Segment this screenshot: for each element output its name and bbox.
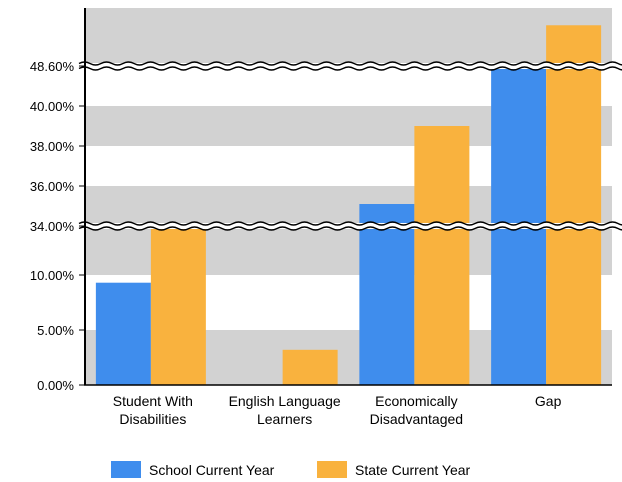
x-category-label: Student With Disabilities [113,393,193,427]
axis-break-gap [79,223,616,229]
y-tick-label: 34.00% [30,219,75,234]
bar-school-0 [95,282,151,385]
y-tick-label: 40.00% [30,99,75,114]
x-category-label: English Language Learners [229,393,341,427]
y-tick-label: 48.60% [30,59,75,74]
axis-breaks [78,61,622,231]
y-axis-ticks: 0.00% 5.00% 10.00% 34.00% 36.00% 38.00% 40.00%… [30,59,85,393]
bar-state-1 [282,349,338,385]
bar-school-2 [359,204,415,385]
x-category-label: Economically Disadvantaged [370,393,463,427]
legend: School Current Year State Current Year [111,461,471,478]
axis-break-line [78,226,622,231]
legend-label-state: State Current Year [355,462,471,478]
bar-state-3 [546,25,602,385]
y-tick-label: 0.00% [37,378,74,393]
x-category-label: Gap [535,393,562,409]
axis-break-line [78,66,622,71]
axis-break-line [78,61,622,66]
legend-swatch-state [317,461,347,478]
y-tick-label: 10.00% [30,268,75,283]
x-axis-categories: Student With Disabilities English Language… [113,393,562,427]
legend-swatch-school [111,461,141,478]
grid-band [85,8,612,66]
axis-break-line [78,221,622,226]
bar-state-0 [150,226,206,385]
axis-break-gap [79,63,616,69]
y-tick-label: 38.00% [30,139,75,154]
y-tick-label: 36.00% [30,179,75,194]
legend-label-school: School Current Year [149,462,275,478]
bar-state-2 [414,126,470,385]
y-tick-label: 5.00% [37,323,74,338]
